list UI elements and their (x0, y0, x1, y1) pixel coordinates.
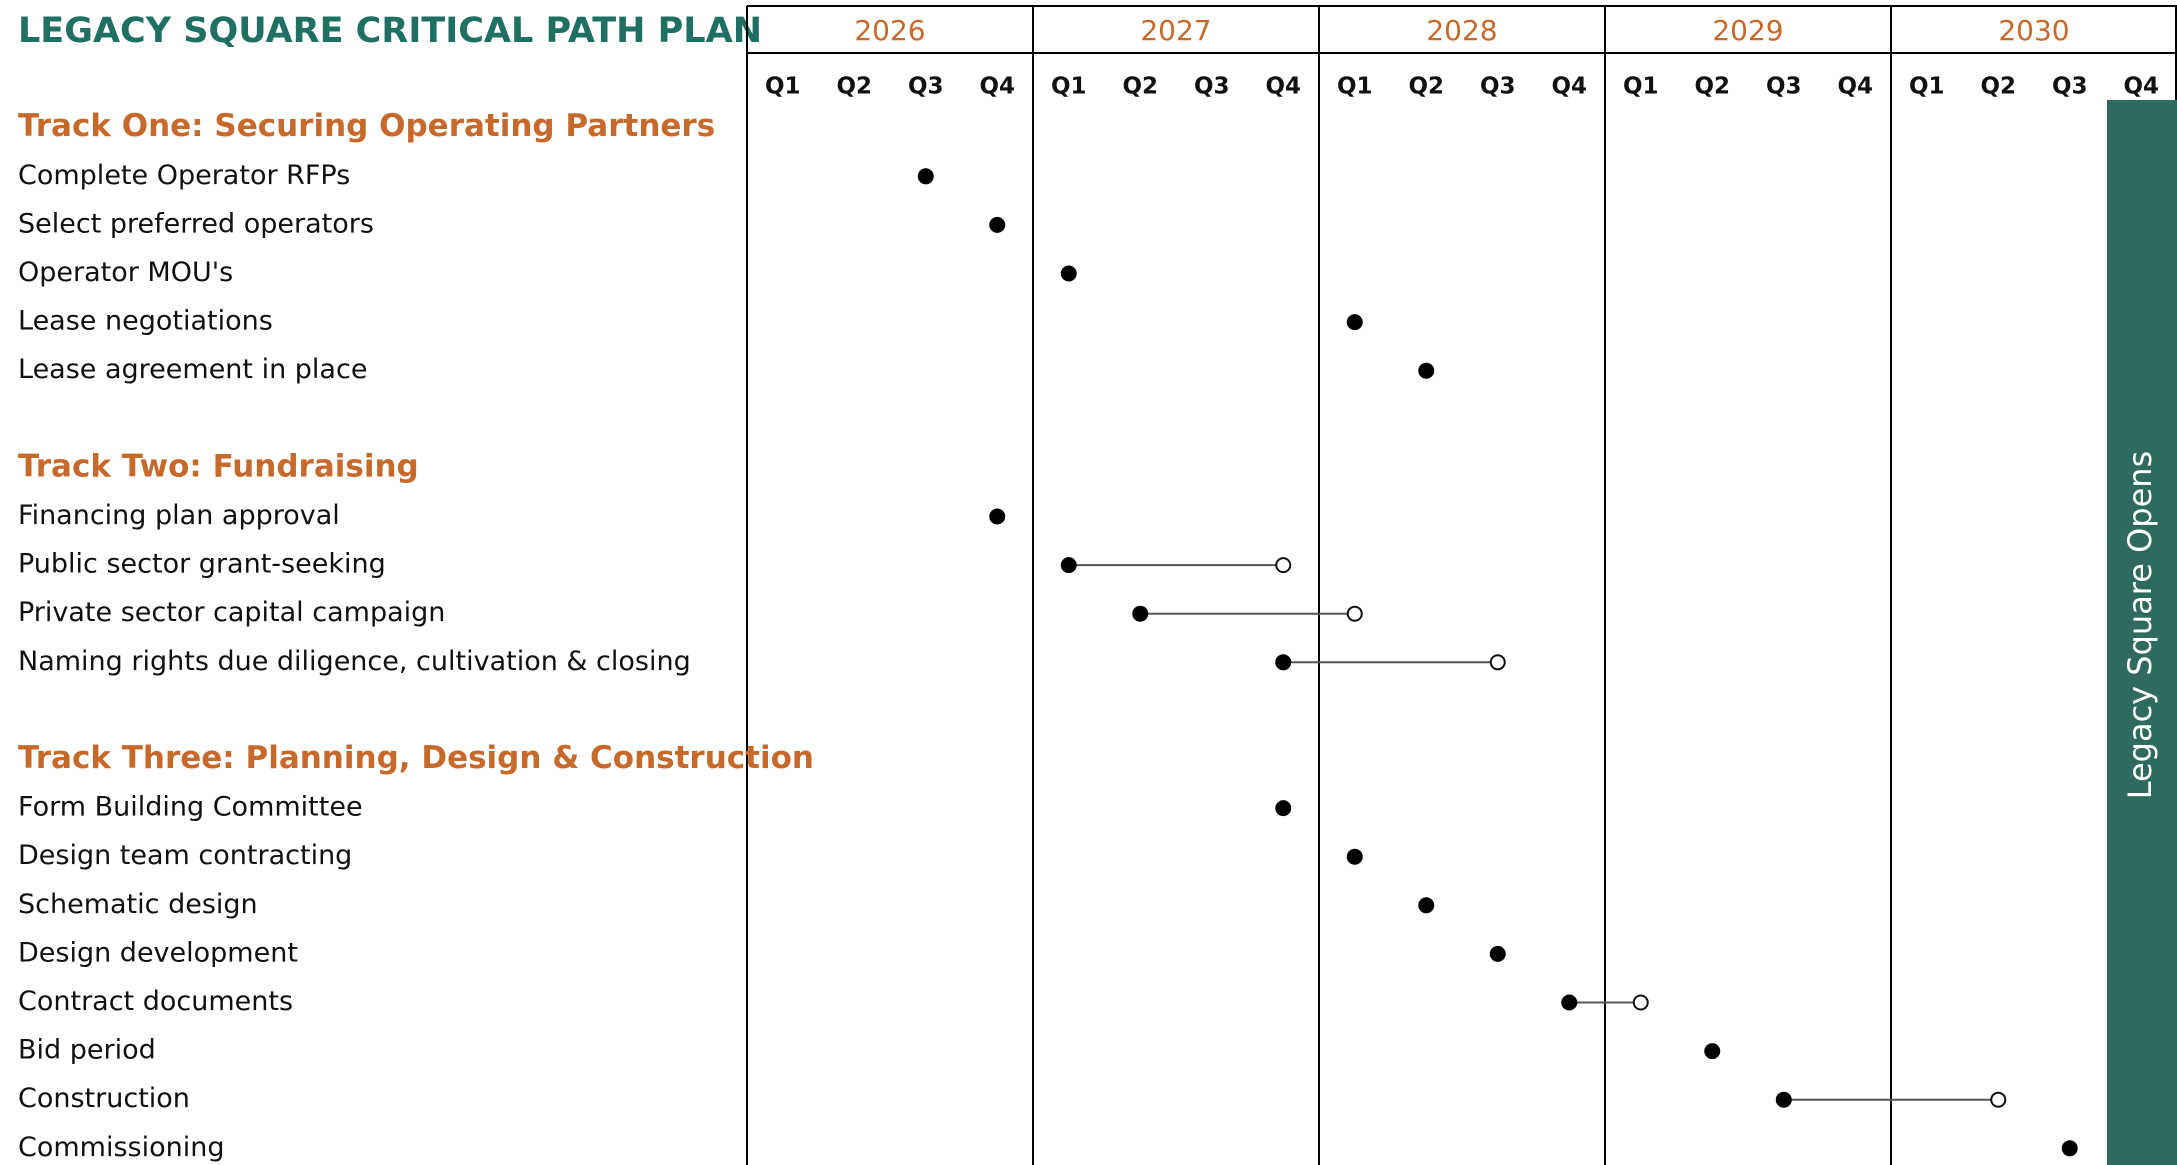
task-label: Operator MOU's (18, 257, 233, 288)
banner-label: Legacy Square Opens (2121, 451, 2159, 800)
end-marker (1632, 994, 1649, 1011)
start-marker (989, 508, 1006, 525)
quarter-label: Q1 (765, 74, 801, 100)
start-marker (1418, 362, 1435, 379)
quarter-label: Q3 (1766, 74, 1802, 100)
task-label: Public sector grant-seeking (18, 549, 386, 580)
start-marker (1418, 897, 1435, 914)
year-label: 2026 (854, 14, 925, 47)
quarter-label: Q4 (1265, 74, 1301, 100)
start-marker (1132, 605, 1149, 622)
start-marker (1704, 1043, 1721, 1060)
track-title: Track Three: Planning, Design & Construc… (18, 740, 814, 776)
task-label: Select preferred operators (18, 208, 374, 239)
start-marker (1275, 800, 1292, 817)
task-label: Construction (18, 1083, 190, 1114)
start-marker (1060, 265, 1077, 282)
quarter-label: Q2 (836, 74, 872, 100)
task-label: Commissioning (18, 1132, 225, 1163)
track-title: Track Two: Fundraising (18, 448, 419, 484)
banner (2107, 100, 2177, 1165)
quarter-label: Q2 (1408, 74, 1444, 100)
quarter-label: Q2 (1694, 74, 1730, 100)
quarter-label: Q1 (1623, 74, 1659, 100)
end-marker (1346, 605, 1363, 622)
task-label: Bid period (18, 1035, 156, 1066)
quarter-label: Q3 (1480, 74, 1516, 100)
task-label: Design team contracting (18, 840, 352, 871)
quarter-label: Q1 (1337, 74, 1373, 100)
quarter-label: Q1 (1051, 74, 1087, 100)
start-marker (1060, 557, 1077, 574)
quarter-label: Q2 (1122, 74, 1158, 100)
end-marker (1990, 1091, 2007, 1108)
year-label: 2029 (1712, 14, 1783, 47)
year-label: 2030 (1998, 14, 2069, 47)
task-label: Schematic design (18, 889, 258, 920)
quarter-label: Q4 (979, 74, 1015, 100)
start-marker (989, 216, 1006, 233)
task-label: Form Building Committee (18, 792, 363, 823)
task-label: Contract documents (18, 986, 293, 1017)
start-marker (1346, 848, 1363, 865)
task-label: Lease negotiations (18, 306, 273, 337)
year-label: 2027 (1140, 14, 1211, 47)
task-label: Lease agreement in place (18, 354, 367, 385)
task-label: Naming rights due diligence, cultivation… (18, 646, 691, 677)
start-marker (1346, 314, 1363, 331)
quarter-label: Q3 (908, 74, 944, 100)
title: LEGACY SQUARE CRITICAL PATH PLAN (18, 11, 762, 51)
quarter-label: Q1 (1909, 74, 1945, 100)
quarter-label: Q4 (1837, 74, 1873, 100)
end-marker (1275, 557, 1292, 574)
start-marker (1489, 945, 1506, 962)
start-marker (1561, 994, 1578, 1011)
task-label: Design development (18, 937, 298, 968)
quarter-label: Q3 (1194, 74, 1230, 100)
task-label: Private sector capital campaign (18, 597, 445, 628)
task-label: Complete Operator RFPs (18, 160, 350, 191)
start-marker (1275, 654, 1292, 671)
start-marker (2061, 1140, 2078, 1157)
year-label: 2028 (1426, 14, 1497, 47)
quarter-label: Q2 (1980, 74, 2016, 100)
task-label: Financing plan approval (18, 500, 340, 531)
quarter-label: Q4 (2123, 74, 2159, 100)
track-title: Track One: Securing Operating Partners (18, 108, 715, 144)
quarter-label: Q4 (1551, 74, 1587, 100)
quarter-label: Q3 (2052, 74, 2088, 100)
end-marker (1489, 654, 1506, 671)
start-marker (1775, 1091, 1792, 1108)
start-marker (917, 168, 934, 185)
